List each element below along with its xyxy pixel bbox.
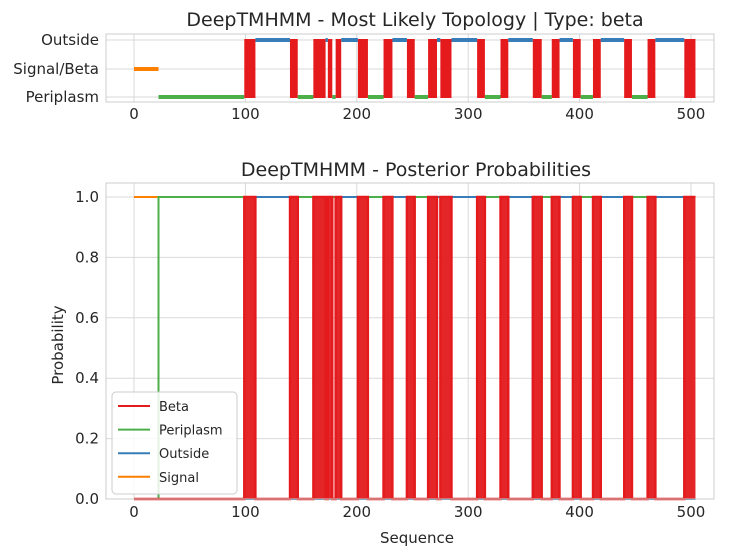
posterior-beta-band-8 bbox=[327, 197, 333, 499]
topology-title: DeepTMHMM - Most Likely Topology | Type:… bbox=[186, 9, 643, 31]
posterior-beta-band-26 bbox=[532, 197, 542, 499]
topology-beta-region-16 bbox=[406, 39, 415, 98]
posterior-beta-band-12 bbox=[357, 197, 368, 499]
posterior-beta-band-30 bbox=[572, 197, 581, 499]
topology-beta-region-22 bbox=[477, 39, 485, 98]
topology-beta-region-10 bbox=[335, 39, 342, 98]
topology-y-tick-signal-beta: Signal/Beta bbox=[13, 60, 99, 78]
topology-y-tick-labels: Periplasm Signal/Beta Outside bbox=[13, 31, 99, 106]
posterior-y-tick-0.8: 0.8 bbox=[75, 248, 99, 266]
posterior-beta-band-34 bbox=[624, 197, 632, 499]
topology-chart: DeepTMHMM - Most Likely Topology | Type:… bbox=[13, 9, 715, 123]
posterior-beta-band-20 bbox=[440, 197, 452, 499]
topology-beta-region-14 bbox=[383, 39, 393, 98]
topology-beta-region-12 bbox=[357, 39, 368, 98]
topology-x-tick-500: 500 bbox=[677, 105, 706, 123]
topology-beta-region-18 bbox=[428, 39, 438, 98]
posterior-x-axis-label: Sequence bbox=[380, 529, 454, 547]
posterior-y-tick-0.4: 0.4 bbox=[75, 369, 99, 387]
posterior-frame bbox=[105, 182, 715, 500]
posterior-beta-band-18 bbox=[428, 197, 438, 499]
posterior-x-tick-0: 0 bbox=[129, 503, 139, 521]
legend-label-signal: Signal bbox=[159, 471, 199, 486]
posterior-series bbox=[134, 195, 696, 501]
posterior-beta-band-24 bbox=[500, 197, 509, 499]
posterior-periplasm-line bbox=[134, 196, 696, 500]
posterior-beta-band-36 bbox=[647, 197, 656, 499]
posterior-x-tick-300: 300 bbox=[454, 503, 483, 521]
posterior-beta-band-6 bbox=[313, 197, 326, 499]
posterior-x-tick-500: 500 bbox=[677, 503, 706, 521]
topology-y-tick-outside: Outside bbox=[41, 31, 99, 49]
topology-beta-region-2 bbox=[244, 39, 256, 98]
legend-label-outside: Outside bbox=[159, 447, 209, 462]
posterior-beta-band-22 bbox=[477, 197, 485, 499]
posterior-beta-band-2 bbox=[244, 197, 256, 499]
posterior-legend: Beta Periplasm Outside Signal bbox=[111, 391, 238, 495]
topology-x-tick-200: 200 bbox=[342, 105, 371, 123]
posterior-beta-band-16 bbox=[406, 197, 415, 499]
posterior-title: DeepTMHMM - Posterior Probabilities bbox=[241, 159, 591, 181]
topology-beta-region-36 bbox=[647, 39, 656, 98]
posterior-x-tick-200: 200 bbox=[342, 503, 371, 521]
posterior-y-tick-0.6: 0.6 bbox=[75, 309, 99, 327]
legend-label-beta: Beta bbox=[159, 400, 189, 415]
topology-x-tick-400: 400 bbox=[565, 105, 594, 123]
topology-beta-region-30 bbox=[572, 39, 581, 98]
legend-label-periplasm: Periplasm bbox=[159, 424, 223, 439]
posterior-beta-band-28 bbox=[551, 197, 560, 499]
topology-x-tick-300: 300 bbox=[454, 105, 483, 123]
topology-x-tick-0: 0 bbox=[129, 105, 139, 123]
topology-beta-region-32 bbox=[592, 39, 601, 98]
topology-beta-region-28 bbox=[551, 39, 560, 98]
topology-tracks bbox=[134, 38, 696, 99]
posterior-x-tick-100: 100 bbox=[231, 503, 260, 521]
topology-beta-region-24 bbox=[500, 39, 509, 98]
topology-beta-region-20 bbox=[440, 39, 452, 98]
posterior-beta-band-14 bbox=[383, 197, 393, 499]
topology-beta-region-8 bbox=[327, 39, 333, 98]
topology-frame bbox=[105, 33, 715, 103]
posterior-beta-band-10 bbox=[335, 197, 342, 499]
posterior-y-tick-labels: 0.0 0.2 0.4 0.6 0.8 1.0 bbox=[75, 188, 99, 508]
posterior-y-axis-label: Probability bbox=[49, 305, 67, 384]
topology-y-tick-periplasm: Periplasm bbox=[26, 88, 99, 106]
legend-box bbox=[111, 391, 238, 495]
posterior-x-tick-400: 400 bbox=[565, 503, 594, 521]
posterior-y-tick-0.2: 0.2 bbox=[75, 430, 99, 448]
posterior-y-tick-0.0: 0.0 bbox=[75, 490, 99, 508]
topology-beta-region-4 bbox=[289, 39, 298, 98]
topology-beta-region-26 bbox=[532, 39, 542, 98]
posterior-beta-band-4 bbox=[289, 197, 298, 499]
topology-beta-region-38 bbox=[684, 39, 696, 98]
topology-beta-region-6 bbox=[313, 39, 326, 98]
posterior-y-tick-1.0: 1.0 bbox=[75, 188, 99, 206]
posterior-x-tick-labels: 0 100 200 300 400 500 bbox=[129, 503, 705, 521]
topology-x-tick-100: 100 bbox=[231, 105, 260, 123]
posterior-beta-band-32 bbox=[592, 197, 601, 499]
posterior-chart: DeepTMHMM - Posterior Probabilities 0.00… bbox=[49, 159, 715, 547]
posterior-beta-band-38 bbox=[684, 197, 696, 499]
topology-beta-region-34 bbox=[624, 39, 632, 98]
topology-x-tick-labels: 0 100 200 300 400 500 bbox=[129, 105, 705, 123]
